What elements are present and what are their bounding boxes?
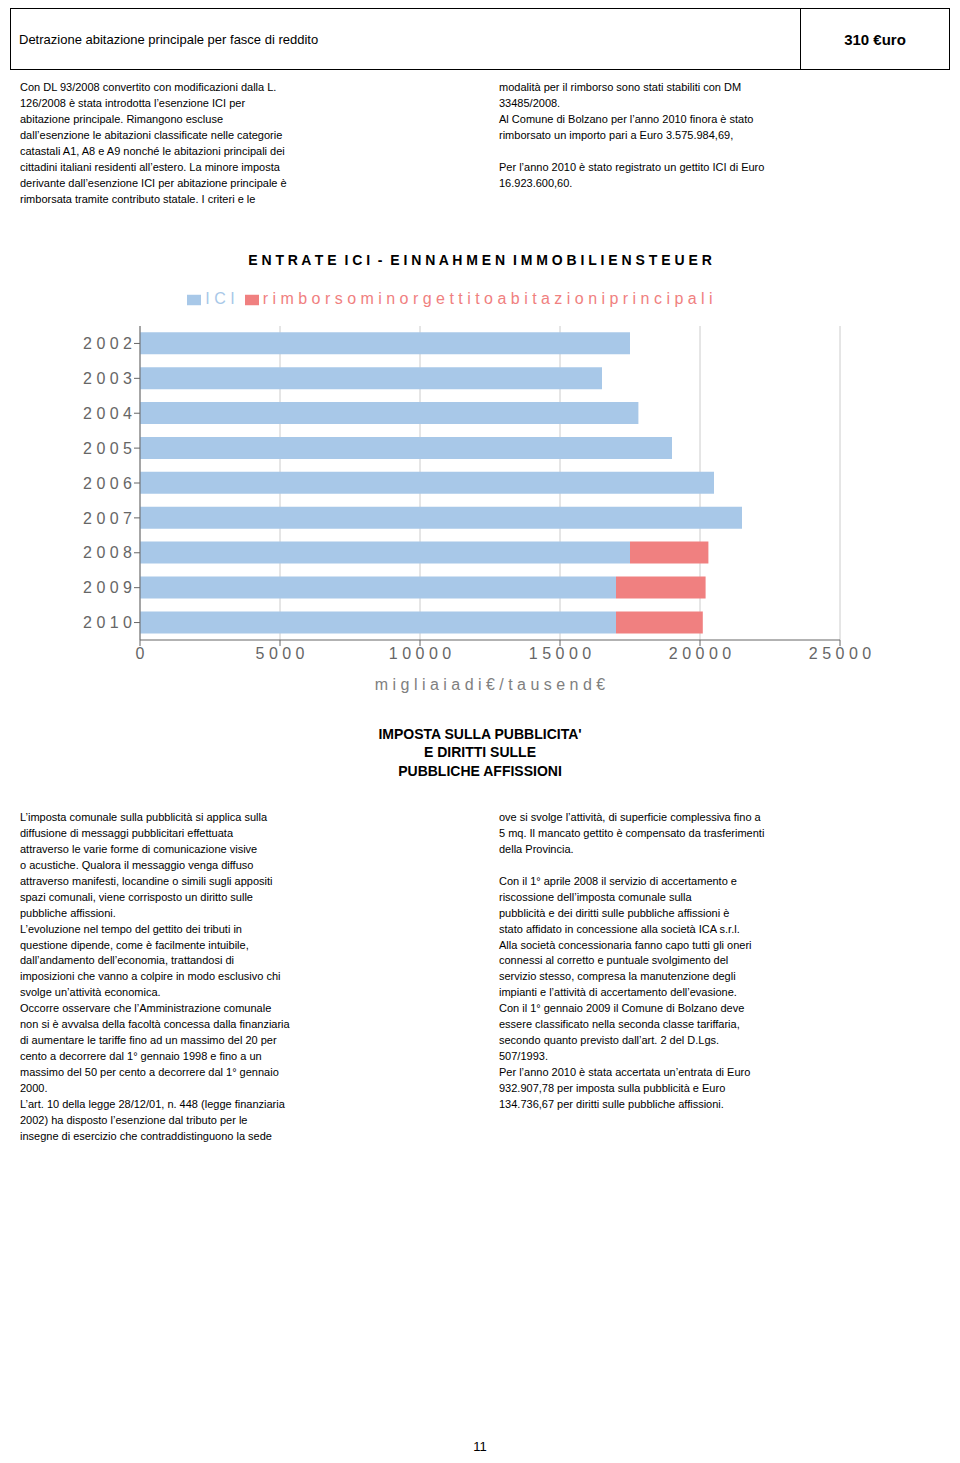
svg-text:0: 0 xyxy=(136,645,145,662)
svg-text:1 5 0 0 0: 1 5 0 0 0 xyxy=(529,645,591,662)
html-text:Detrazione abitazione principa: Detrazione abitazione principale per fas… xyxy=(19,31,319,47)
svg-text:m i g l i a i a d i € / t a u: m i g l i a i a d i € / t a u s e n d € xyxy=(375,676,605,693)
svg-text:2 0 0 3: 2 0 0 3 xyxy=(83,370,132,387)
svg-text:2 0 0 2: 2 0 0 2 xyxy=(83,335,132,352)
svg-text:2 0 0 7: 2 0 0 7 xyxy=(83,510,132,527)
html-text:E N T R A T E I C I - E I N N: E N T R A T E I C I - E I N N A H M E N … xyxy=(248,252,712,268)
svg-text:2 5 0 0 0: 2 5 0 0 0 xyxy=(809,645,871,662)
html-text:310 €uro: 310 €uro xyxy=(844,30,906,48)
html-text:Con DL 93/2008 convertito con: Con DL 93/2008 convertito con modificazi… xyxy=(20,81,287,205)
svg-text:2 0 0 0 0: 2 0 0 0 0 xyxy=(669,645,731,662)
svg-text:2 0 0 8: 2 0 0 8 xyxy=(83,544,132,561)
html-text:ove si svolge l’attività, di s: ove si svolge l’attività, di superficie … xyxy=(499,811,765,1110)
svg-text:2 0 0 9: 2 0 0 9 xyxy=(83,579,132,596)
svg-text:2 0 0 5: 2 0 0 5 xyxy=(83,440,132,457)
svg-text:1 0 0 0 0: 1 0 0 0 0 xyxy=(389,645,451,662)
html-text:L’imposta comunale sulla pubbl: L’imposta comunale sulla pubblicità si a… xyxy=(20,811,290,1142)
html-text:r i m b o r s o m i n o r g e: r i m b o r s o m i n o r g e t t i t o … xyxy=(262,290,713,307)
html-text:modalità per il rimborso sono: modalità per il rimborso sono stati stab… xyxy=(499,81,765,189)
html-text:IMPOSTA SULLA PUBBLICITA' E DI: IMPOSTA SULLA PUBBLICITA' E DIRITTI SULL… xyxy=(378,726,582,779)
svg-text:5 0 0 0: 5 0 0 0 xyxy=(256,645,305,662)
svg-text:2 0 0 6: 2 0 0 6 xyxy=(83,475,132,492)
svg-text:2 0 0 4: 2 0 0 4 xyxy=(83,405,132,422)
html-text:11: 11 xyxy=(473,1438,487,1454)
svg-text:2 0 1 0: 2 0 1 0 xyxy=(83,614,132,631)
html-text:I C I: I C I xyxy=(205,290,235,307)
